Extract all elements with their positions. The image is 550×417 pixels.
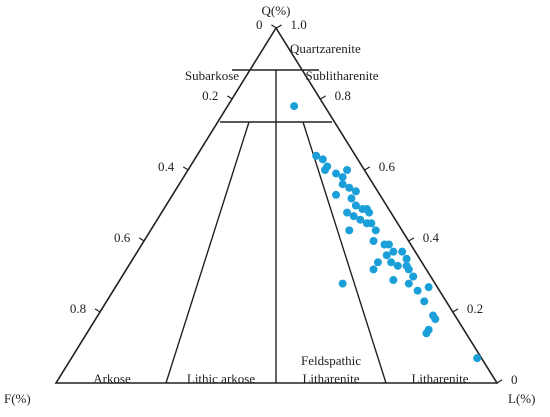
tick-mark: [226, 95, 233, 100]
data-point: [351, 187, 360, 196]
tick-mark: [320, 95, 327, 100]
data-point: [384, 240, 393, 249]
data-point: [424, 283, 433, 292]
apex-label: Q(%): [262, 3, 291, 18]
q-tick-label: 0.2: [467, 301, 483, 316]
data-point: [290, 102, 299, 111]
data-point: [365, 208, 374, 217]
data-point: [318, 155, 327, 164]
tick-mark: [94, 308, 101, 313]
tick-mark: [452, 308, 459, 313]
apex-label: F(%): [4, 391, 31, 406]
data-point: [351, 201, 360, 210]
field-label: Lithic arkose: [187, 371, 255, 386]
field-label: Subarkose: [185, 68, 239, 83]
data-point: [345, 183, 354, 192]
f-tick-label: 0.4: [158, 159, 175, 174]
data-point: [343, 166, 352, 174]
tick-mark: [364, 166, 371, 171]
field-label: Litharenite: [302, 371, 359, 386]
field-label: Quartzarenite: [290, 41, 361, 56]
data-point: [409, 272, 418, 281]
data-point: [398, 247, 407, 256]
data-point: [404, 279, 413, 288]
q-tick-label: 0: [511, 372, 518, 387]
f-tick-label: 0.8: [70, 301, 86, 316]
data-point: [367, 219, 376, 228]
field-boundary: [302, 121, 387, 384]
field-label: Arkose: [93, 371, 131, 386]
tick-mark: [408, 237, 415, 242]
field-label: Litharenite: [411, 371, 468, 386]
data-point: [338, 180, 347, 189]
data-point: [323, 162, 332, 171]
data-point: [343, 208, 352, 217]
data-point: [382, 251, 391, 260]
data-point: [431, 315, 440, 324]
field-label: Feldspathic: [301, 353, 361, 368]
data-point: [473, 354, 482, 363]
data-point: [312, 151, 321, 160]
data-point: [420, 297, 429, 306]
tick-mark: [271, 24, 277, 29]
f-tick-label: 0.2: [202, 88, 218, 103]
data-point: [332, 169, 341, 178]
data-point: [332, 190, 341, 199]
q-tick-label: 0.6: [379, 159, 396, 174]
data-point: [393, 261, 402, 270]
data-point: [345, 226, 354, 235]
data-point: [422, 329, 431, 338]
data-point: [369, 265, 378, 274]
tick-mark: [276, 24, 282, 29]
data-point: [373, 258, 382, 267]
data-point: [389, 276, 398, 285]
apex-label: L(%): [508, 391, 535, 406]
tick-mark: [182, 166, 189, 171]
data-point: [338, 173, 347, 182]
data-point: [404, 265, 413, 274]
tick-mark: [496, 379, 503, 384]
data-point: [371, 226, 380, 235]
field-label: Sublitharenite: [306, 68, 379, 83]
q-tick-label: 1.0: [291, 17, 307, 32]
data-point: [389, 247, 398, 256]
data-point: [347, 194, 356, 203]
data-point: [387, 258, 396, 267]
data-point: [413, 286, 422, 295]
data-point: [356, 215, 365, 224]
q-tick-label: 0.8: [335, 88, 351, 103]
data-point: [349, 212, 358, 221]
field-boundary: [165, 121, 250, 384]
tick-mark: [138, 237, 145, 242]
data-point: [369, 237, 378, 245]
data-point: [338, 279, 347, 288]
q-tick-label: 0.4: [423, 230, 440, 245]
data-point: [402, 254, 411, 263]
f-tick-label: 0: [256, 17, 263, 32]
f-tick-label: 0.6: [114, 230, 131, 245]
